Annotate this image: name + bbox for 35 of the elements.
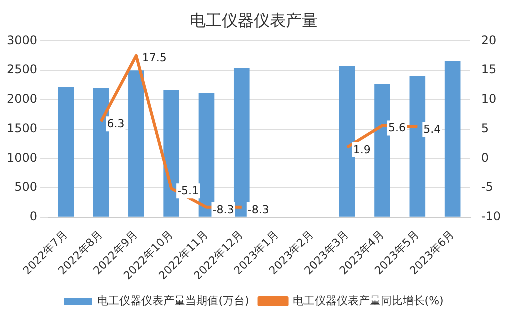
bar — [374, 84, 390, 217]
bar — [164, 90, 180, 217]
data-label: 5.6 — [388, 122, 406, 135]
legend-label: 电工仪器仪表产量当期值(万台) — [98, 294, 250, 308]
y-tick-label: 1000 — [6, 150, 38, 165]
data-label: 5.4 — [424, 122, 442, 136]
bar — [339, 66, 356, 217]
y-tick-label: 0 — [30, 210, 38, 224]
bar — [444, 61, 461, 217]
y2-tick-label: -5 — [481, 180, 494, 194]
bar — [128, 70, 144, 217]
legend-label: 电工仪器仪表产量同比增长(%) — [292, 294, 444, 308]
data-label: 1.9 — [353, 143, 371, 156]
y2-tick-label: 0 — [481, 150, 490, 165]
data-label: 17.5 — [142, 52, 167, 65]
data-label: -8.3 — [248, 203, 270, 216]
bar — [410, 76, 426, 217]
y2-tick-label: 10 — [481, 92, 497, 106]
chart-title: 电工仪器仪表产量 — [190, 10, 318, 30]
data-label: -8.3 — [212, 203, 234, 216]
bar — [93, 88, 110, 217]
y2-tick-label: 5 — [481, 121, 490, 136]
bar — [234, 68, 250, 217]
bar — [58, 87, 74, 217]
data-label: -5.1 — [178, 184, 200, 198]
y-tick-label: 500 — [14, 180, 38, 194]
y2-tick-label: 15 — [481, 62, 497, 77]
y2-tick-label: -10 — [481, 210, 502, 224]
y-tick-label: 2000 — [6, 92, 38, 106]
data-label: 6.3 — [107, 118, 125, 131]
y2-tick-label: 20 — [481, 33, 497, 48]
bar — [198, 93, 215, 217]
y-tick-label: 1500 — [6, 121, 38, 136]
y-tick-label: 2500 — [6, 62, 38, 77]
y-tick-label: 3000 — [6, 33, 38, 48]
